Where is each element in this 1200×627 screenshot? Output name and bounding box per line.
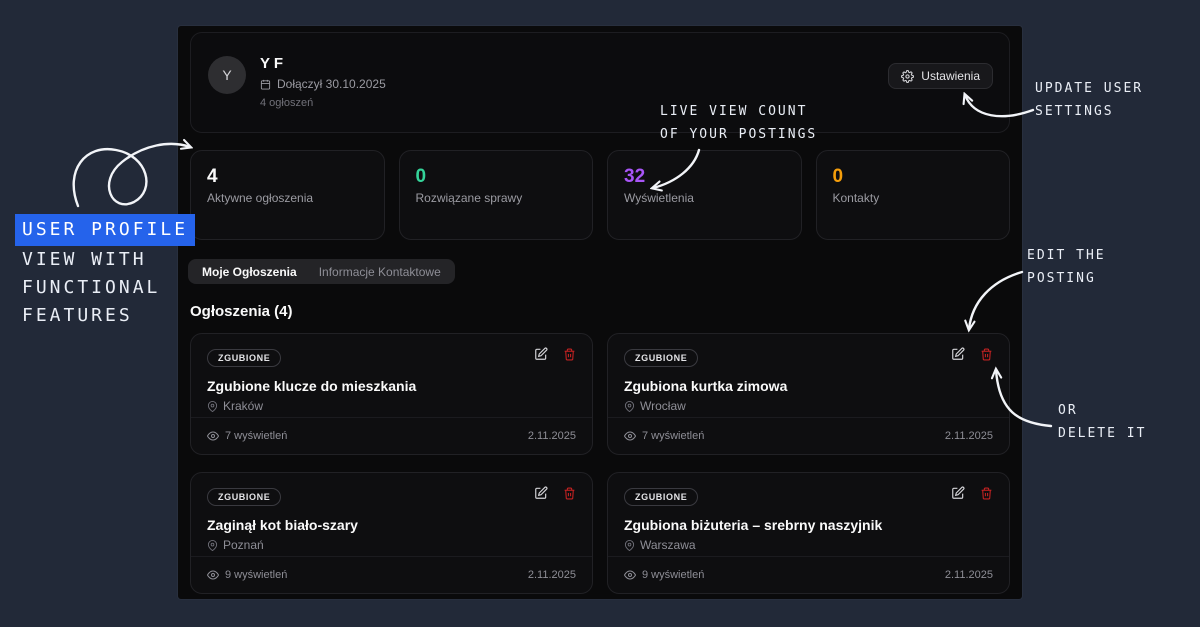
eye-icon: [624, 430, 636, 442]
map-pin-icon: [207, 539, 218, 551]
posting-card: ZGUBIONE: [190, 472, 593, 594]
delete-posting-button[interactable]: [980, 348, 993, 361]
section-title: Ogłoszenia (4): [190, 303, 293, 320]
edit-icon: [951, 486, 965, 500]
posting-card: ZGUBIONE: [607, 333, 1010, 455]
stat-label: Aktywne ogłoszenia: [207, 191, 314, 205]
stats-row: 4 Aktywne ogłoszenia 0 Rozwiązane sprawy…: [190, 150, 1010, 240]
tab-contact-info[interactable]: Informacje Kontaktowe: [318, 264, 441, 279]
status-badge: ZGUBIONE: [624, 349, 699, 367]
edit-posting-button[interactable]: [951, 486, 965, 500]
stat-card-contacts: 0 Kontakty: [815, 150, 1010, 240]
status-badge: ZGUBIONE: [624, 488, 699, 506]
stat-value: 4: [207, 166, 218, 187]
annotation-line: UPDATE USER: [1035, 81, 1144, 96]
annotation-line: SETTINGS: [1035, 104, 1114, 119]
posting-views: 9 wyświetleń: [225, 569, 288, 581]
joined-date: Dołączył 30.10.2025: [277, 77, 386, 91]
edit-icon: [534, 347, 548, 361]
trash-icon: [980, 348, 993, 361]
arrow-to-profile: [72, 144, 190, 208]
posting-title: Zgubiona kurtka zimowa: [624, 378, 788, 394]
annotation-line: DELETE IT: [1058, 426, 1147, 441]
delete-posting-button[interactable]: [563, 348, 576, 361]
stat-card-views: 32 Wyświetlenia: [607, 150, 802, 240]
edit-posting-button[interactable]: [534, 486, 548, 500]
posting-location: Wrocław: [640, 399, 686, 413]
eye-icon: [207, 569, 219, 581]
stat-label: Wyświetlenia: [624, 191, 694, 205]
tab-my-postings[interactable]: Moje Ogłoszenia: [202, 264, 297, 279]
stat-value: 0: [832, 166, 844, 187]
eye-icon: [207, 430, 219, 442]
annotation-line: POSTING: [1027, 271, 1096, 286]
settings-button-label: Ustawienia: [921, 69, 980, 83]
posting-card: ZGUBIONE: [607, 472, 1010, 594]
eye-icon: [624, 569, 636, 581]
map-pin-icon: [624, 539, 635, 551]
stat-value: 32: [624, 166, 646, 187]
posting-title: Zaginął kot biało-szary: [207, 517, 358, 533]
postings-grid: ZGUBIONE: [190, 333, 1010, 594]
edit-posting-button[interactable]: [951, 347, 965, 361]
trash-icon: [980, 487, 993, 500]
stat-label: Rozwiązane sprawy: [415, 191, 523, 205]
status-badge: ZGUBIONE: [207, 349, 282, 367]
stat-card-active-postings: 4 Aktywne ogłoszenia: [190, 150, 385, 240]
map-pin-icon: [207, 400, 218, 412]
posting-location: Poznań: [223, 538, 264, 552]
profile-header: Y Y F Dołączył 30.10.2025 4 ogłoszeń: [190, 32, 1010, 133]
annotation-edit-posting: EDIT THE POSTING: [1027, 244, 1106, 290]
delete-posting-button[interactable]: [563, 487, 576, 500]
settings-button[interactable]: Ustawienia: [888, 63, 993, 89]
annotation-line: OR: [1058, 403, 1078, 418]
avatar: Y: [208, 56, 246, 94]
posting-title: Zgubiona biżuteria – srebrny naszyjnik: [624, 517, 883, 533]
postings-count: 4 ogłoszeń: [260, 97, 314, 109]
posting-date: 2.11.2025: [944, 569, 993, 581]
annotation-line: FUNCTIONAL: [22, 277, 161, 298]
delete-posting-button[interactable]: [980, 487, 993, 500]
annotation-line: OF YOUR POSTINGS: [660, 127, 818, 142]
posting-views: 9 wyświetleń: [642, 569, 705, 581]
tab-bar: Moje Ogłoszenia Informacje Kontaktowe: [188, 259, 455, 284]
trash-icon: [563, 348, 576, 361]
posting-views: 7 wyświetleń: [225, 430, 288, 442]
status-badge: ZGUBIONE: [207, 488, 282, 506]
posting-views: 7 wyświetleń: [642, 430, 705, 442]
map-pin-icon: [624, 400, 635, 412]
posting-title: Zgubione klucze do mieszkania: [207, 378, 417, 394]
annotation-line: FEATURES: [22, 305, 133, 326]
annotation-live-view-count: LIVE VIEW COUNT OF YOUR POSTINGS: [660, 100, 817, 146]
edit-icon: [951, 347, 965, 361]
posting-location: Kraków: [223, 399, 264, 413]
profile-name: Y F: [260, 55, 284, 72]
trash-icon: [563, 487, 576, 500]
posting-date: 2.11.2025: [944, 430, 993, 442]
calendar-icon: [260, 79, 271, 90]
stat-value: 0: [415, 166, 427, 187]
posting-location: Warszawa: [640, 538, 696, 552]
gear-icon: [901, 69, 915, 83]
annotation-line: VIEW WITH: [22, 249, 147, 270]
annotation-user-profile: USER PROFILE VIEW WITH FUNCTIONAL FEATUR…: [15, 214, 196, 330]
stat-label: Kontakty: [832, 191, 880, 205]
app-screenshot: Y Y F Dołączył 30.10.2025 4 ogłoszeń: [178, 26, 1022, 599]
posting-date: 2.11.2025: [527, 430, 576, 442]
edit-posting-button[interactable]: [534, 347, 548, 361]
annotation-update-settings: UPDATE USER SETTINGS: [1035, 77, 1143, 123]
edit-icon: [534, 486, 548, 500]
annotation-line: LIVE VIEW COUNT: [660, 104, 808, 119]
stat-card-resolved: 0 Rozwiązane sprawy: [398, 150, 593, 240]
annotation-highlight: USER PROFILE: [15, 214, 196, 246]
annotation-line: EDIT THE: [1027, 248, 1106, 263]
annotation-delete-posting: OR DELETE IT: [1058, 399, 1146, 445]
posting-date: 2.11.2025: [527, 569, 576, 581]
posting-card: ZGUBIONE: [190, 333, 593, 455]
